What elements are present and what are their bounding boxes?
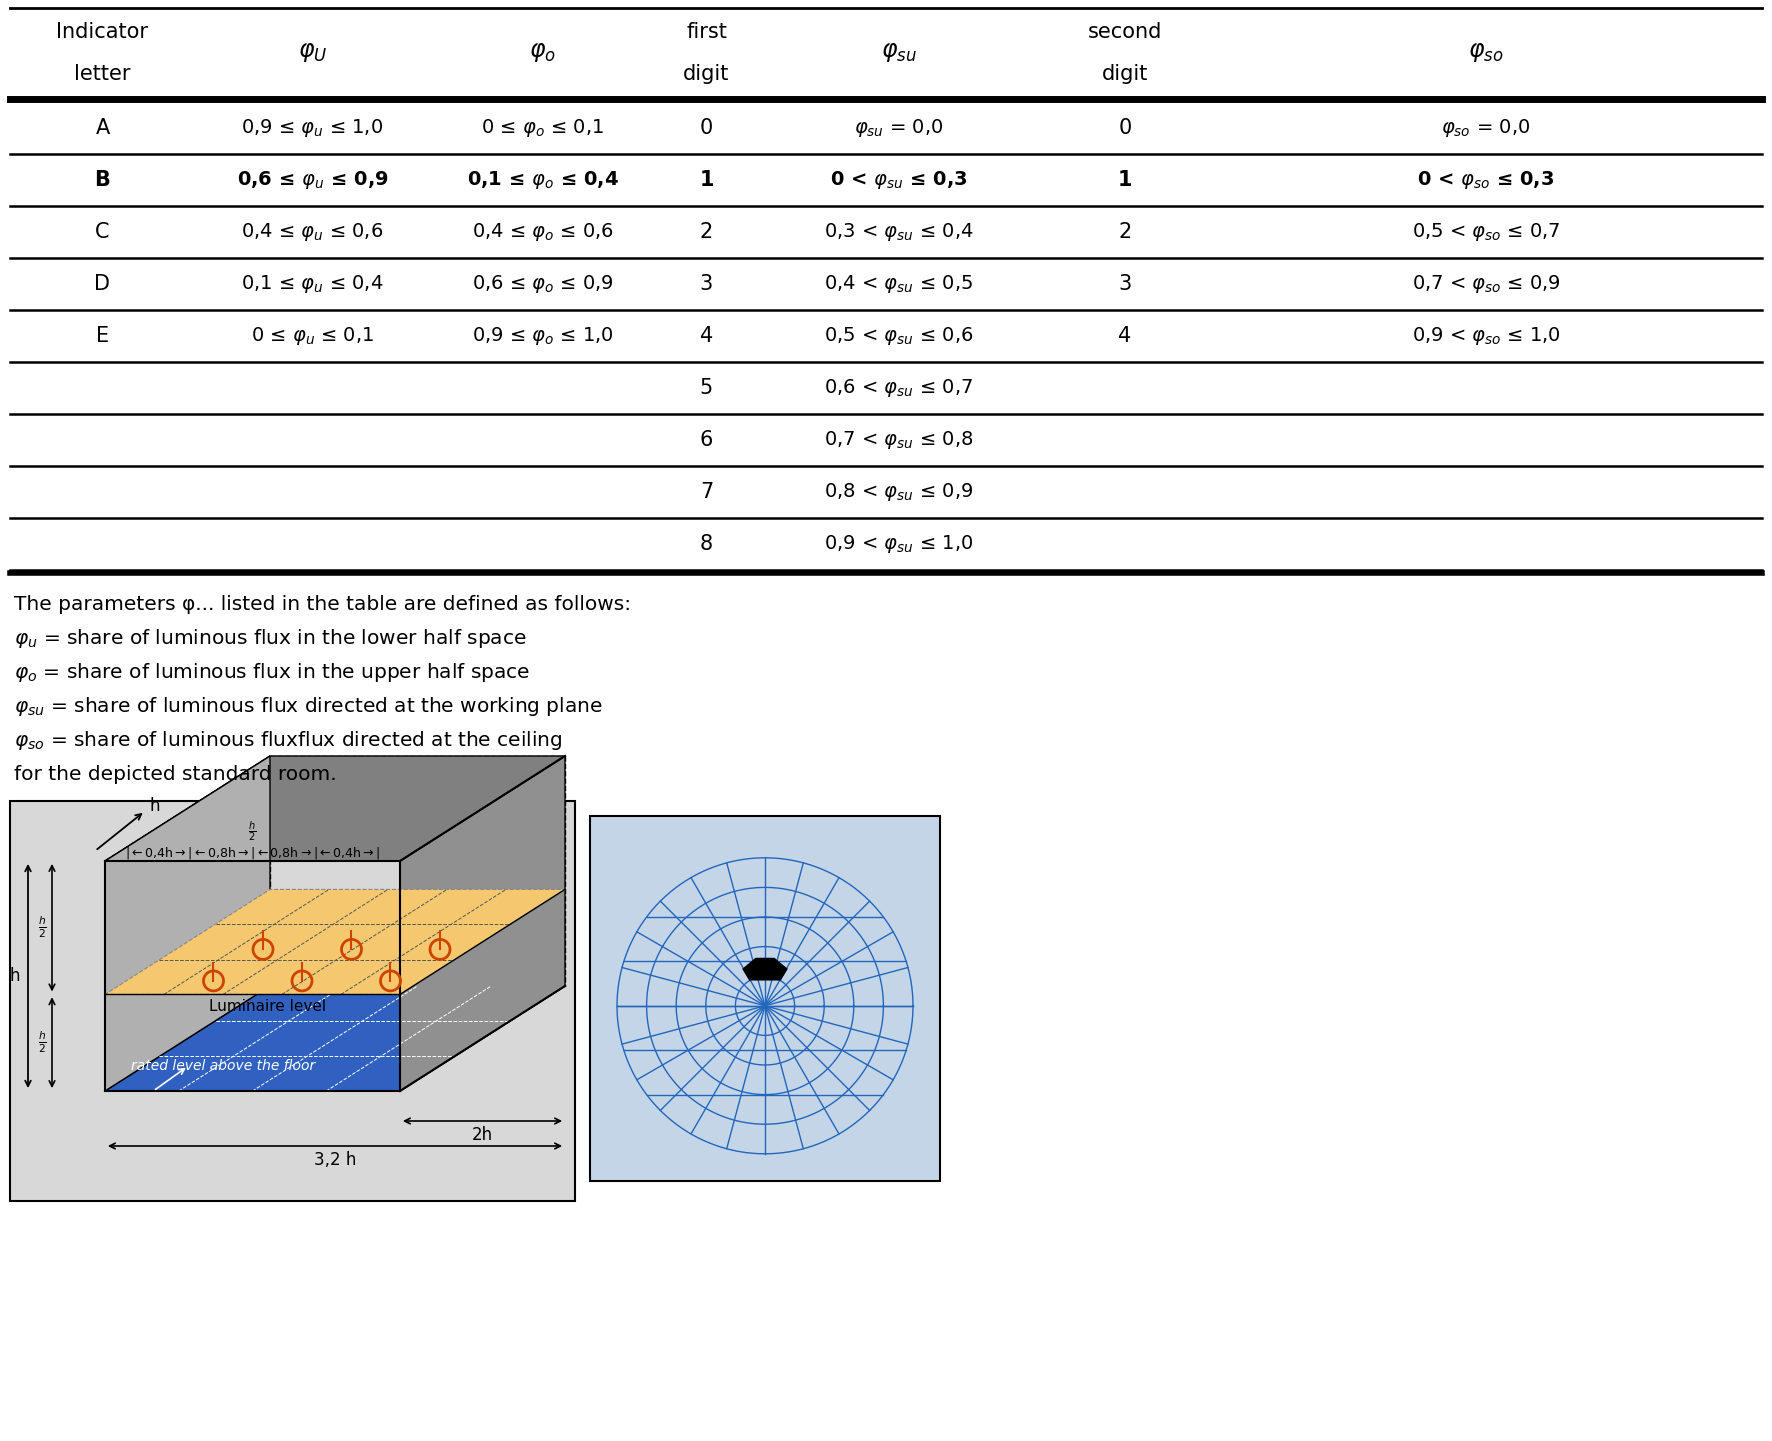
Text: digit: digit (1102, 63, 1148, 84)
Text: 0,1 ≤ $\varphi_{o}$ ≤ 0,4: 0,1 ≤ $\varphi_{o}$ ≤ 0,4 (466, 169, 618, 192)
Text: Luminaire level: Luminaire level (209, 999, 326, 1014)
Text: second: second (1088, 22, 1162, 42)
Text: 0 < $\varphi_{su}$ ≤ 0,3: 0 < $\varphi_{su}$ ≤ 0,3 (831, 169, 968, 192)
Text: E: E (96, 326, 110, 346)
Text: 2: 2 (1118, 222, 1132, 242)
Text: 0,7 < $\varphi_{so}$ ≤ 0,9: 0,7 < $\varphi_{so}$ ≤ 0,9 (1412, 272, 1561, 295)
Text: 0,9 < $\varphi_{su}$ ≤ 1,0: 0,9 < $\varphi_{su}$ ≤ 1,0 (824, 533, 973, 555)
Bar (11, 801, 574, 1200)
Text: 0,4 ≤ $\varphi_{u}$ ≤ 0,6: 0,4 ≤ $\varphi_{u}$ ≤ 0,6 (241, 220, 385, 244)
Text: $\varphi_{o}$ = share of luminous flux in the upper half space: $\varphi_{o}$ = share of luminous flux i… (14, 660, 530, 683)
Text: 0,9 ≤ $\varphi_{o}$ ≤ 1,0: 0,9 ≤ $\varphi_{o}$ ≤ 1,0 (471, 326, 613, 347)
Text: 0,9 ≤ $\varphi_{u}$ ≤ 1,0: 0,9 ≤ $\varphi_{u}$ ≤ 1,0 (241, 117, 383, 138)
Polygon shape (105, 757, 565, 862)
Text: $\varphi_{u}$ = share of luminous flux in the lower half space: $\varphi_{u}$ = share of luminous flux i… (14, 627, 526, 650)
Text: rated level above the floor: rated level above the floor (131, 1059, 315, 1074)
Text: $\frac{h}{2}$: $\frac{h}{2}$ (39, 1030, 48, 1055)
Text: 0 ≤ $\varphi_{o}$ ≤ 0,1: 0 ≤ $\varphi_{o}$ ≤ 0,1 (480, 117, 604, 138)
Text: 1: 1 (1118, 170, 1132, 190)
Text: The parameters φ... listed in the table are defined as follows:: The parameters φ... listed in the table … (14, 595, 631, 614)
Text: A: A (96, 118, 110, 138)
Text: 0,7 < $\varphi_{su}$ ≤ 0,8: 0,7 < $\varphi_{su}$ ≤ 0,8 (824, 429, 973, 451)
Text: 0,4 < $\varphi_{su}$ ≤ 0,5: 0,4 < $\varphi_{su}$ ≤ 0,5 (824, 272, 973, 295)
Bar (11, 9, 1761, 574)
Text: 0,6 < $\varphi_{su}$ ≤ 0,7: 0,6 < $\varphi_{su}$ ≤ 0,7 (824, 378, 973, 399)
Text: 7: 7 (700, 481, 712, 501)
Text: letter: letter (74, 63, 131, 84)
Text: $\varphi_{su}$ = 0,0: $\varphi_{su}$ = 0,0 (854, 117, 944, 138)
Polygon shape (400, 757, 565, 1091)
Text: $\varphi_{so}$: $\varphi_{so}$ (1469, 40, 1504, 63)
Polygon shape (105, 986, 565, 1091)
Text: 3: 3 (700, 274, 712, 294)
Text: 3: 3 (1118, 274, 1132, 294)
Text: 2h: 2h (471, 1125, 493, 1144)
Text: $\varphi_{su}$ = share of luminous flux directed at the working plane: $\varphi_{su}$ = share of luminous flux … (14, 695, 602, 718)
Text: 0,9 < $\varphi_{so}$ ≤ 1,0: 0,9 < $\varphi_{so}$ ≤ 1,0 (1412, 326, 1561, 347)
Text: first: first (686, 22, 727, 42)
Text: h: h (9, 967, 19, 986)
Text: Indicator: Indicator (57, 22, 149, 42)
Text: 1: 1 (700, 170, 714, 190)
Text: C: C (96, 222, 110, 242)
Text: digit: digit (684, 63, 730, 84)
Text: $\frac{h}{2}$: $\frac{h}{2}$ (39, 915, 48, 941)
Text: $\varphi_o$: $\varphi_o$ (530, 40, 556, 63)
Text: for the depicted standard room.: for the depicted standard room. (14, 765, 337, 784)
Text: 4: 4 (700, 326, 712, 346)
Text: 4: 4 (1118, 326, 1132, 346)
Text: 0: 0 (1118, 118, 1132, 138)
Text: 0 ≤ $\varphi_{u}$ ≤ 0,1: 0 ≤ $\varphi_{u}$ ≤ 0,1 (252, 326, 374, 347)
Text: 6: 6 (700, 429, 712, 450)
Text: h: h (151, 797, 161, 816)
Text: D: D (94, 274, 110, 294)
Text: $\varphi_U$: $\varphi_U$ (298, 40, 328, 63)
Text: 0,5 < $\varphi_{su}$ ≤ 0,6: 0,5 < $\varphi_{su}$ ≤ 0,6 (824, 326, 973, 347)
Text: 0,1 ≤ $\varphi_{u}$ ≤ 0,4: 0,1 ≤ $\varphi_{u}$ ≤ 0,4 (241, 272, 385, 295)
Text: 0,6 ≤ $\varphi_{u}$ ≤ 0,9: 0,6 ≤ $\varphi_{u}$ ≤ 0,9 (237, 169, 388, 192)
Polygon shape (105, 757, 269, 1091)
Text: 2: 2 (700, 222, 712, 242)
Text: 8: 8 (700, 535, 712, 553)
Text: $\varphi_{so}$ = share of luminous fluxflux directed at the ceiling: $\varphi_{so}$ = share of luminous fluxf… (14, 729, 563, 752)
Text: 3,2 h: 3,2 h (314, 1151, 356, 1169)
Text: $\frac{h}{2}$: $\frac{h}{2}$ (248, 818, 257, 843)
Text: B: B (94, 170, 110, 190)
Text: $\varphi_{su}$: $\varphi_{su}$ (881, 40, 916, 63)
Text: 0 < $\varphi_{so}$ ≤ 0,3: 0 < $\varphi_{so}$ ≤ 0,3 (1418, 169, 1554, 192)
Text: $\varphi_{so}$ = 0,0: $\varphi_{so}$ = 0,0 (1441, 117, 1531, 138)
Text: 0,5 < $\varphi_{so}$ ≤ 0,7: 0,5 < $\varphi_{so}$ ≤ 0,7 (1412, 220, 1561, 244)
Text: 5: 5 (700, 378, 712, 398)
Text: 0,4 ≤ $\varphi_{o}$ ≤ 0,6: 0,4 ≤ $\varphi_{o}$ ≤ 0,6 (471, 220, 613, 244)
Text: 0,6 ≤ $\varphi_{o}$ ≤ 0,9: 0,6 ≤ $\varphi_{o}$ ≤ 0,9 (471, 272, 613, 295)
Polygon shape (744, 960, 787, 980)
Text: |$\leftarrow$0,4h$\rightarrow$|$\leftarrow$0,8h$\rightarrow$|$\leftarrow$0,8h$\r: |$\leftarrow$0,4h$\rightarrow$|$\leftarr… (124, 844, 381, 862)
Text: 0: 0 (700, 118, 712, 138)
Text: 0,8 < $\varphi_{su}$ ≤ 0,9: 0,8 < $\varphi_{su}$ ≤ 0,9 (824, 481, 973, 503)
Polygon shape (105, 889, 565, 994)
Text: 0,3 < $\varphi_{su}$ ≤ 0,4: 0,3 < $\varphi_{su}$ ≤ 0,4 (824, 220, 975, 244)
Bar (590, 816, 939, 1182)
